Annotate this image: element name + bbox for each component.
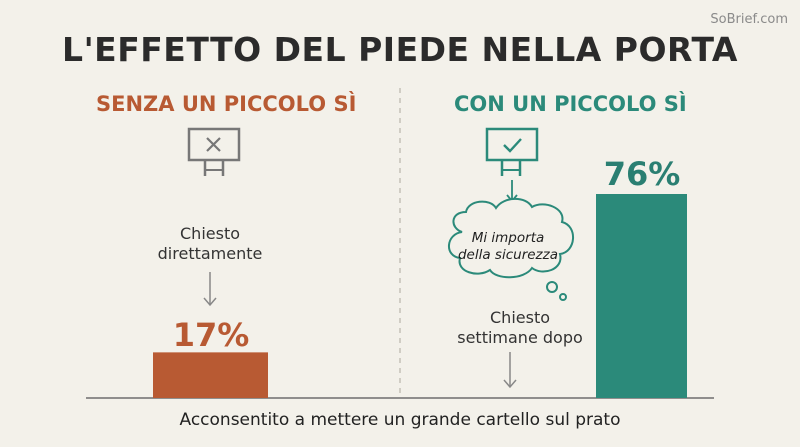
sign-with-check-icon	[485, 127, 539, 176]
thought-line1: Mi importa	[471, 230, 545, 246]
data-label-senza: 17%	[172, 316, 250, 354]
data-label-con: 76%	[603, 155, 681, 193]
right-top-arrow-icon	[506, 180, 518, 203]
thought-line2: della sicurezza	[457, 247, 558, 263]
x-axis-label: Acconsentito a mettere un grande cartell…	[179, 410, 621, 430]
right-bottom-arrow-icon	[503, 352, 517, 389]
chart-title: L'EFFETTO DEL PIEDE NELLA PORTA	[62, 30, 738, 69]
bar-con	[596, 194, 687, 398]
left-panel-heading: SENZA UN PICCOLO SÌ	[96, 92, 357, 116]
thought-cloud-icon	[448, 197, 574, 301]
left-caption-line1: Chiesto	[180, 224, 240, 243]
right-caption: Chiesto settimane dopo	[445, 308, 595, 348]
thought-text: Mi importa della sicurezza	[448, 230, 568, 264]
left-caption-line2: direttamente	[157, 244, 263, 263]
sign-with-x-icon	[187, 127, 241, 176]
right-caption-line2: settimane dopo	[457, 328, 583, 347]
bar-senza	[153, 352, 268, 398]
watermark: SoBrief.com	[710, 12, 788, 27]
right-caption-line1: Chiesto	[490, 308, 550, 327]
left-down-arrow-icon	[203, 272, 217, 307]
left-caption: Chiesto direttamente	[140, 224, 280, 264]
right-panel-heading: CON UN PICCOLO SÌ	[454, 92, 687, 116]
